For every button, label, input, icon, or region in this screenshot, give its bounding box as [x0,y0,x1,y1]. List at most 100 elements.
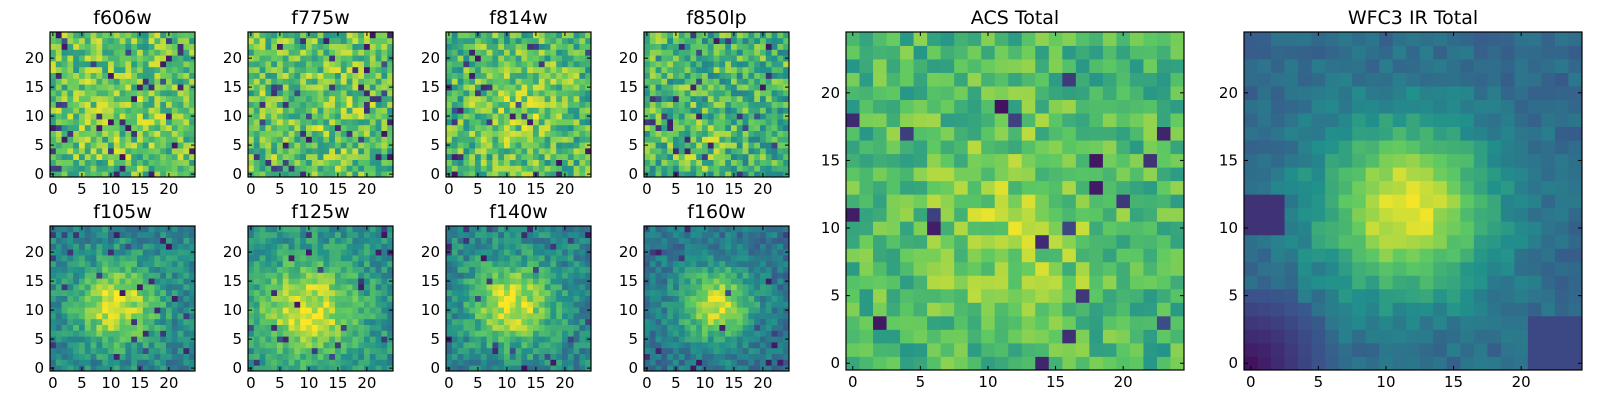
heatmap-cell [55,226,62,233]
heatmap-cell [644,342,651,349]
heatmap-cell [777,37,784,44]
heatmap-cell [690,142,697,149]
heatmap-cell [166,66,173,73]
heatmap-cell [340,289,347,296]
heatmap-cell [306,130,313,137]
heatmap-cell [446,66,453,73]
heatmap-cell [480,301,487,308]
heatmap-cell [585,266,592,273]
heatmap-cell [783,353,790,360]
heatmap-cell [498,43,505,50]
heatmap-cell [457,49,464,56]
heatmap-cell [684,159,691,166]
x-tick-label: 10 [101,180,120,198]
heatmap-cell [369,101,376,108]
heatmap-cell [288,37,295,44]
heatmap-cell [84,266,91,273]
heatmap-cell [183,295,190,302]
heatmap-cell [457,359,464,366]
heatmap-cell [480,313,487,320]
heatmap-cell [55,255,62,262]
heatmap-cell [323,171,330,178]
heatmap-cell [329,124,336,131]
heatmap-cell [340,113,347,120]
heatmap-cell [67,165,74,172]
heatmap-cell [177,249,184,256]
heatmap-cell [527,43,534,50]
heatmap-cell [486,237,493,244]
heatmap-cell [486,130,493,137]
heatmap-cell [352,148,359,155]
heatmap-cell [346,313,353,320]
heatmap-cell [102,159,109,166]
heatmap-cell [277,289,284,296]
heatmap-cell [323,272,330,279]
heatmap-cell [550,260,557,267]
heatmap-cell [562,359,569,366]
heatmap-cell [358,272,365,279]
axes-frame [643,31,790,178]
heatmap-cell [50,72,57,79]
heatmap-cell [469,249,476,256]
heatmap-cell [306,37,313,44]
heatmap-cell [55,55,62,62]
heatmap-cell [311,255,318,262]
heatmap-cell [713,130,720,137]
heatmap-cell [765,284,772,291]
heatmap-cell [329,61,336,68]
heatmap-cell [556,90,563,97]
heatmap-cell [329,330,336,337]
heatmap-cell [329,336,336,343]
heatmap-cell [736,101,743,108]
heatmap-cell [702,159,709,166]
heatmap-cell [364,289,371,296]
heatmap-cell [125,37,132,44]
heatmap-cell [742,119,749,126]
heatmap-cell [446,165,453,172]
heatmap-cell [760,61,767,68]
heatmap-cell [498,330,505,337]
heatmap-cell [748,171,755,178]
heatmap-cell [67,243,74,250]
heatmap-cell [707,289,714,296]
heatmap-cell [556,165,563,172]
heatmap-cell [358,78,365,85]
heatmap-cell [102,289,109,296]
heatmap-cell [702,90,709,97]
heatmap-cell [358,249,365,256]
heatmap-cell [154,330,161,337]
heatmap-cell [142,136,149,143]
heatmap-cell [713,101,720,108]
heatmap-cell [696,153,703,160]
heatmap-cell [667,330,674,337]
heatmap-cell [736,347,743,354]
heatmap-cell [567,165,574,172]
heatmap-cell [451,266,458,273]
heatmap-cell [160,148,167,155]
heatmap-cell [177,171,184,178]
heatmap-cell [259,124,266,131]
heatmap-cell [719,72,726,79]
heatmap-cell [707,284,714,291]
heatmap-cell [463,124,470,131]
heatmap-cell [509,159,516,166]
heatmap-cell [335,330,342,337]
heatmap-cell [690,353,697,360]
heatmap-cell [50,330,57,337]
heatmap-cell [446,295,453,302]
heatmap-cell [335,130,342,137]
heatmap-cell [90,359,97,366]
heatmap-cell [125,237,132,244]
heatmap-cell [183,249,190,256]
heatmap-cell [61,43,68,50]
heatmap-cell [736,124,743,131]
heatmap-cell [294,243,301,250]
heatmap-cell [661,171,668,178]
heatmap-cell [381,347,388,354]
heatmap-cell [544,243,551,250]
x-tick-label: 20 [357,180,376,198]
heatmap-cell [748,307,755,314]
heatmap-cell [90,353,97,360]
heatmap-cell [550,148,557,155]
heatmap-cell [259,130,266,137]
